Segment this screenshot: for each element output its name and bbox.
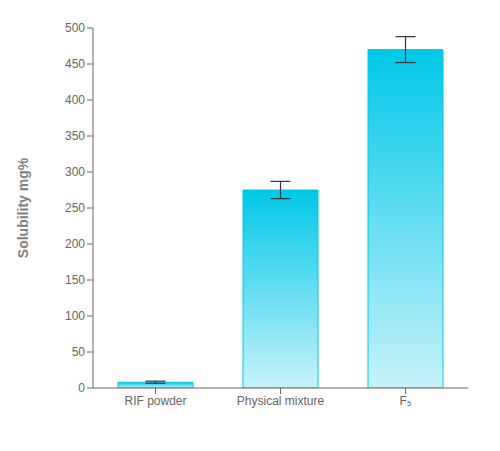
svg-text:150: 150 — [65, 273, 85, 287]
svg-text:Physical mixture: Physical mixture — [237, 394, 325, 408]
svg-text:450: 450 — [65, 57, 85, 71]
svg-text:50: 50 — [72, 345, 86, 359]
svg-text:500: 500 — [65, 21, 85, 35]
svg-text:250: 250 — [65, 201, 85, 215]
svg-text:RIF powder: RIF powder — [124, 394, 186, 408]
svg-text:0: 0 — [78, 381, 85, 395]
svg-text:350: 350 — [65, 129, 85, 143]
svg-text:F₅: F₅ — [399, 394, 411, 408]
svg-text:400: 400 — [65, 93, 85, 107]
svg-text:200: 200 — [65, 237, 85, 251]
svg-text:Solubility mg%: Solubility mg% — [15, 157, 31, 258]
svg-text:300: 300 — [65, 165, 85, 179]
svg-text:100: 100 — [65, 309, 85, 323]
